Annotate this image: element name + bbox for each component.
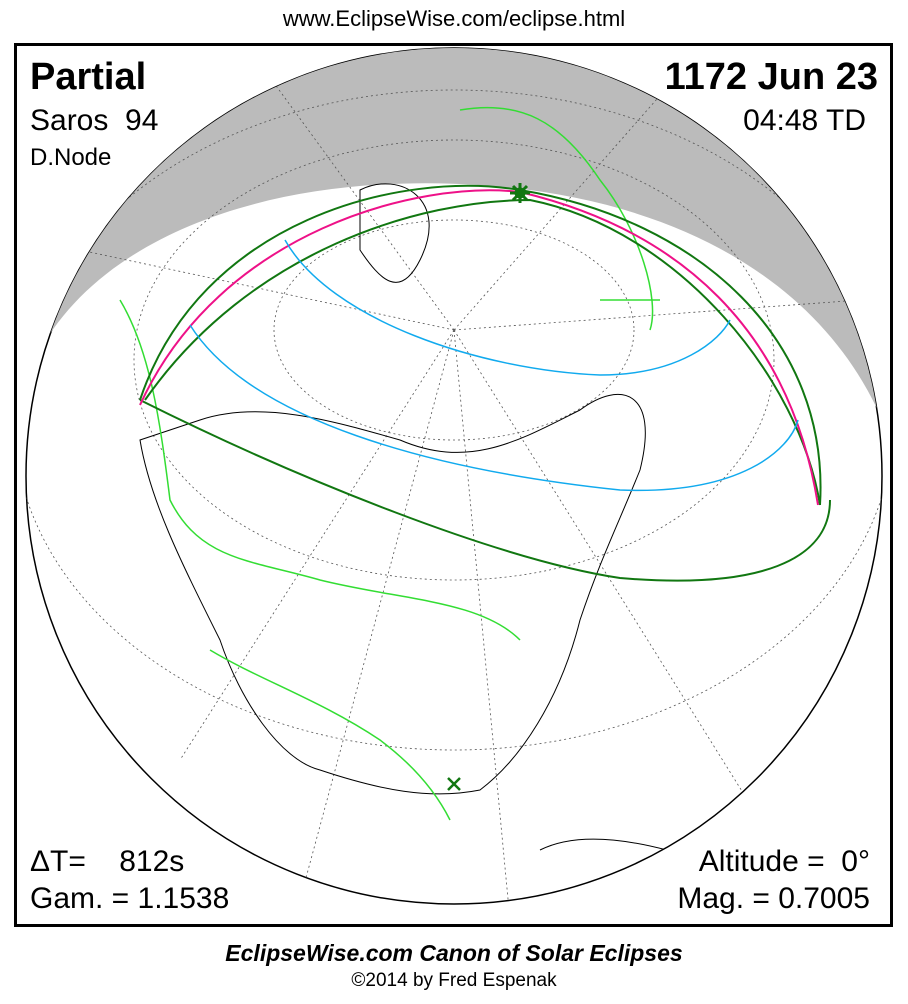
graticule <box>26 49 882 904</box>
altitude: Altitude = 0° <box>698 845 870 878</box>
gamma: Gam. = 1.1538 <box>30 882 230 915</box>
url-header[interactable]: www.EclipseWise.com/eclipse.html <box>282 6 626 31</box>
map-frame <box>14 43 893 927</box>
eclipse-time: 04:48 TD <box>743 104 866 137</box>
greatest-eclipse-marker <box>510 183 530 203</box>
subsolar-point-marker <box>447 777 461 791</box>
country-borders <box>119 106 660 821</box>
magnitude: Mag. = 0.7005 <box>677 882 870 915</box>
saros-number: Saros 94 <box>30 104 159 137</box>
eclipse-type: Partial <box>30 56 147 98</box>
eclipse-date: 1172 Jun 23 <box>664 56 878 98</box>
magnitude-curves <box>189 239 799 492</box>
delta-t: ΔT= 812s <box>30 845 185 878</box>
node-type: D.Node <box>30 144 112 171</box>
copyright: ©2014 by Fred Espenak <box>351 970 557 991</box>
canon-title: EclipseWise.com Canon of Solar Eclipses <box>225 940 683 966</box>
